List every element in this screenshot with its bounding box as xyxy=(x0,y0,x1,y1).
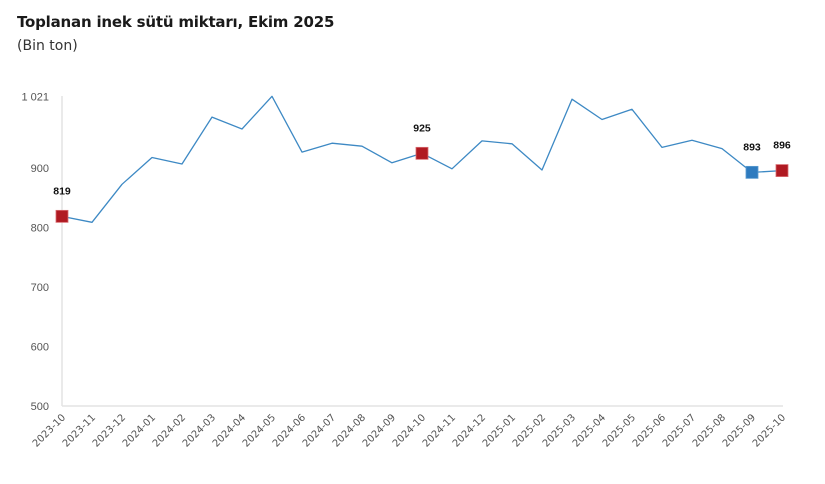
data-point-marker[interactable] xyxy=(745,165,759,179)
data-label: 925 xyxy=(413,122,431,134)
chart-subtitle: (Bin ton) xyxy=(17,38,78,54)
x-tick-label: 2025-10 xyxy=(751,412,788,449)
data-label: 896 xyxy=(773,140,791,152)
y-axis-ticks: 500 600 700 800 900 1 021 xyxy=(21,91,49,413)
data-point-marker[interactable] xyxy=(55,209,69,223)
x-axis-ticks: 2023-102023-112023-122024-012024-022024-… xyxy=(31,412,788,449)
y-tick-label: 800 xyxy=(31,223,49,235)
y-tick-label: 500 xyxy=(31,401,49,413)
y-tick-label: 1 021 xyxy=(21,91,49,103)
chart-axes xyxy=(61,96,783,407)
y-tick-label: 900 xyxy=(31,163,49,175)
chart-title: Toplanan inek sütü miktarı, Ekim 2025 xyxy=(17,13,335,31)
y-tick-label: 700 xyxy=(31,282,49,294)
data-label: 819 xyxy=(53,185,71,197)
y-tick-label: 600 xyxy=(31,342,49,354)
data-point-marker[interactable] xyxy=(775,164,789,177)
highlight-markers: 819 925 893 896 xyxy=(53,122,791,223)
data-label: 893 xyxy=(743,141,761,153)
data-point-marker[interactable] xyxy=(415,146,429,160)
